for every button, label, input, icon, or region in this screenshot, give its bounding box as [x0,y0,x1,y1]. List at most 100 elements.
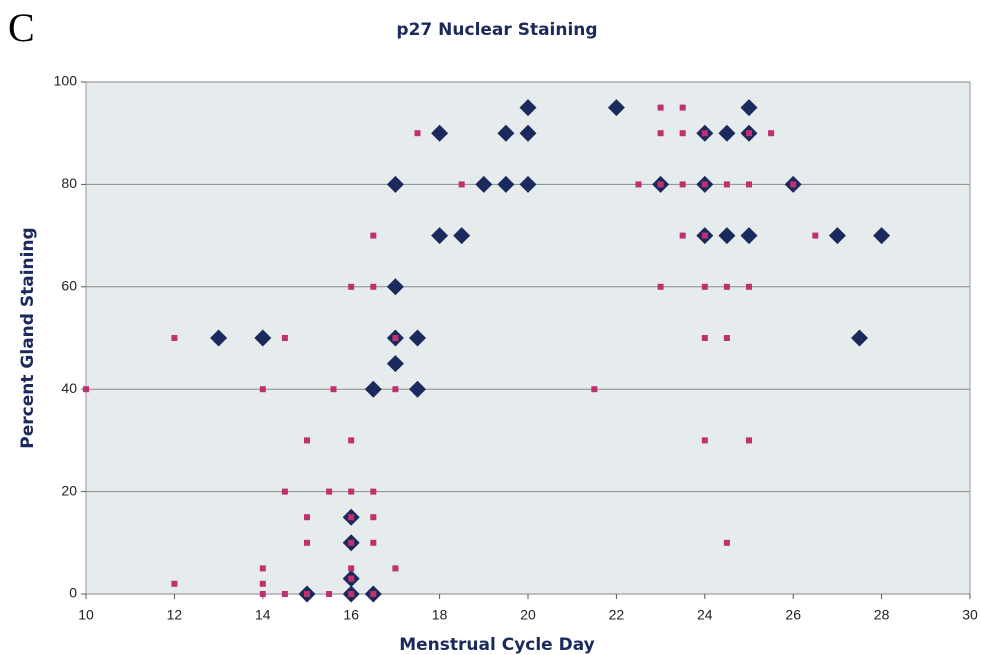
square-point [701,335,708,341]
square-point [348,437,355,444]
square-point [281,591,288,597]
diamond-point [497,124,515,142]
square-point [701,283,708,290]
square-point [348,514,355,521]
diamond-point [409,380,426,398]
square-point [392,335,399,341]
square-point [723,335,730,341]
diamond-point [453,227,471,245]
diamond-point [409,329,426,347]
diamond-point [475,175,493,193]
square-point [790,181,797,188]
square-point [348,575,355,582]
square-point [414,130,421,137]
square-point [392,386,399,393]
plot-area [85,81,971,595]
diamond-point [431,124,449,142]
square-point [281,488,288,495]
diamond-point [519,124,537,142]
square-point [304,514,310,521]
square-point [746,437,752,444]
y-axis-label: Percent Gland Staining [18,227,38,448]
square-point [458,181,465,188]
square-point [657,181,664,188]
square-point [259,591,266,597]
x-tick-label: 30 [962,607,978,623]
square-point [701,232,708,239]
square-point [281,335,288,341]
square-point [679,130,686,137]
square-point [171,580,178,587]
square-point [83,386,89,393]
square-point [330,386,337,393]
square-point [348,488,355,495]
y-tick-label: 40 [61,380,77,396]
square-point [348,539,355,546]
diamond-point [254,329,272,347]
square-point [746,130,752,137]
x-tick-label: 26 [785,607,801,623]
y-tick-label: 20 [61,482,77,498]
diamond-point [431,227,449,245]
square-point [679,181,686,188]
square-point [259,386,266,393]
square-point [679,232,686,239]
square-point [259,580,266,587]
diamond-point [386,355,404,373]
diamond-point [519,99,537,117]
square-point [657,104,664,111]
square-point [370,488,377,495]
square-point [304,539,310,546]
panel-label: C [8,5,35,50]
square-point [348,591,355,597]
x-tick-label: 20 [520,607,536,623]
x-tick-label: 28 [874,607,890,623]
square-point [812,232,819,239]
square-point [171,335,178,341]
diamond-point [718,227,736,245]
diamond-point [718,124,736,142]
square-point [348,283,355,290]
diamond-point [364,380,382,398]
square-point [370,232,377,239]
square-point [723,539,730,546]
square-point [259,565,266,572]
diamond-point [851,329,868,347]
x-tick-label: 22 [609,607,625,623]
square-point [370,514,377,521]
x-tick-label: 10 [78,607,94,623]
diamond-point [210,329,228,347]
diamond-point [873,227,891,245]
x-tick-label: 14 [255,607,271,623]
square-point [591,386,598,393]
x-tick-label: 12 [167,607,183,623]
square-point [348,565,355,572]
diamond-point [740,227,758,245]
square-point [701,130,708,137]
y-tick-label: 80 [61,175,77,191]
diamond-point [386,278,404,296]
diamond-point [497,175,515,193]
diamond-point [519,175,537,193]
square-point [326,591,333,597]
square-point [326,488,333,495]
x-tick-label: 24 [697,607,713,623]
y-tick-label: 100 [54,73,78,89]
diamond-point [386,175,404,193]
square-point [701,437,708,444]
square-point [746,181,752,188]
square-point [701,181,708,188]
square-point [304,437,310,444]
square-point [723,283,730,290]
square-point [723,181,730,188]
square-point [768,130,775,137]
x-axis-label: Menstrual Cycle Day [399,635,595,655]
y-tick-label: 0 [69,585,77,601]
x-tick-label: 16 [343,607,359,623]
x-tick-label: 18 [432,607,448,623]
square-point [370,539,377,546]
square-point [746,283,752,290]
diamond-point [740,99,758,117]
